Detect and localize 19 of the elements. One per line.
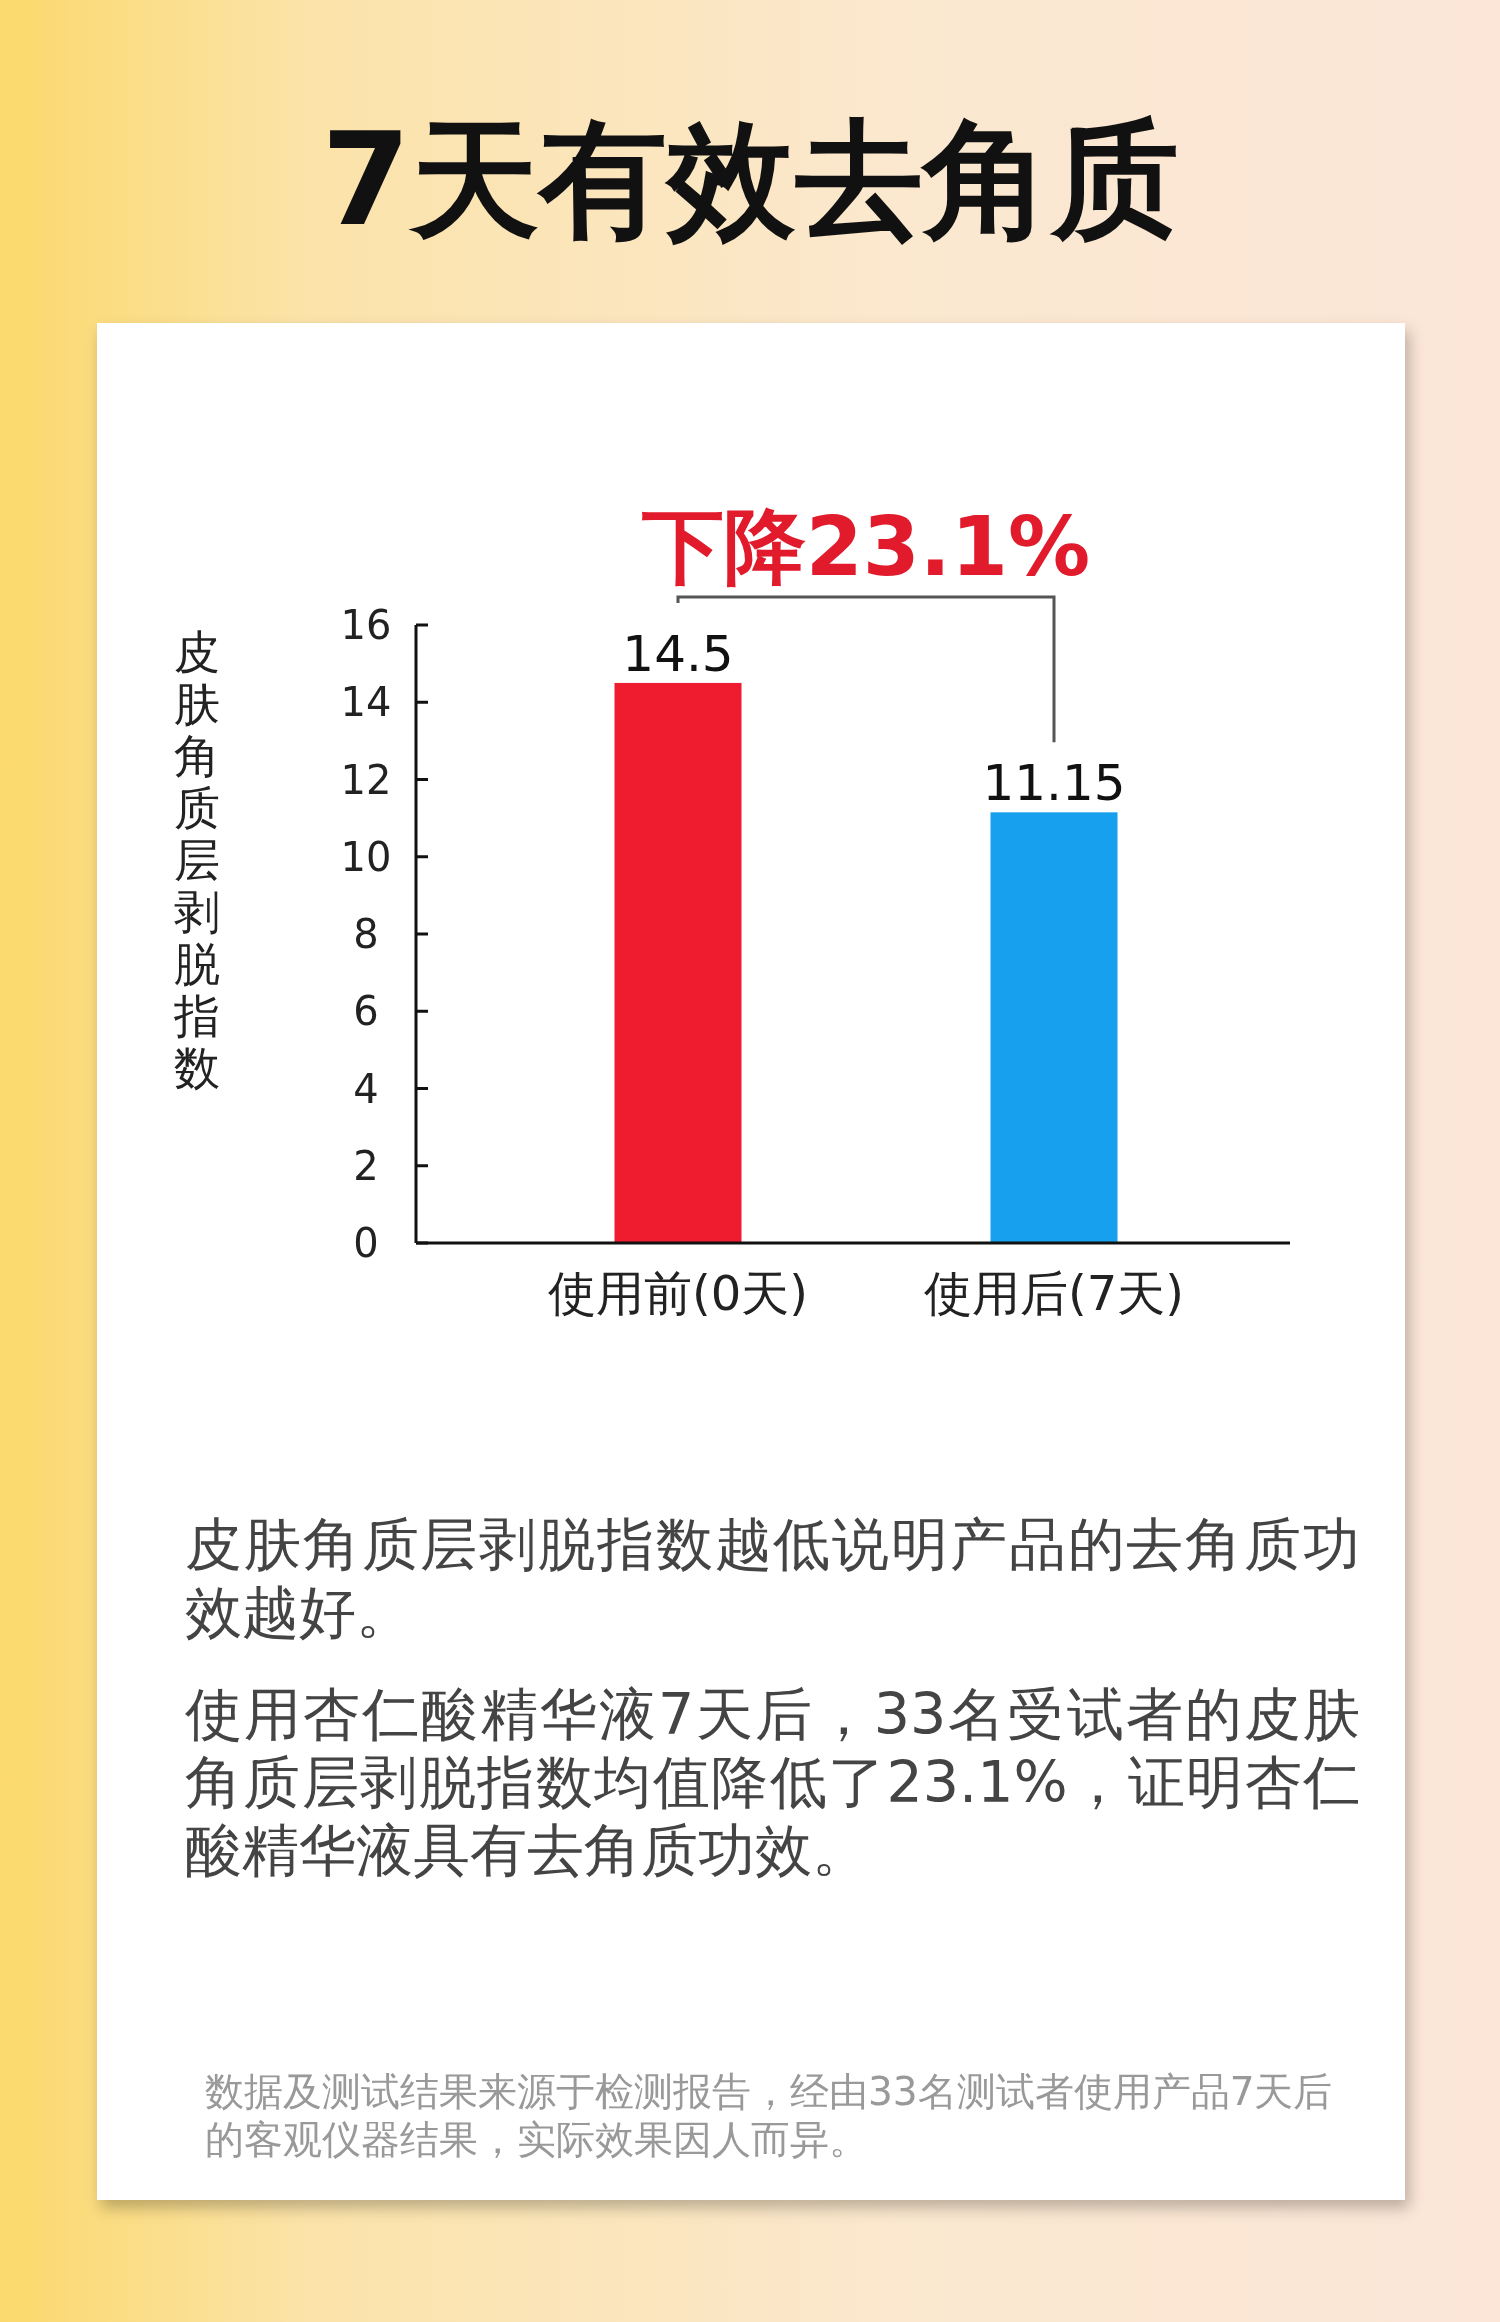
- y-tick-label: 4: [353, 1065, 379, 1112]
- y-tick-label: 10: [340, 833, 392, 880]
- chart-title: 7天有效去角质: [320, 104, 1180, 256]
- data-label: 11.15: [982, 754, 1126, 813]
- text: 皮肤角质层剥脱指数越低说明产品的去角质功效越好。: [185, 1510, 1360, 1646]
- text: 下降23.1%: [640, 499, 1091, 594]
- y-tick-label: 6: [353, 988, 379, 1035]
- y-tick-label: 12: [340, 756, 392, 803]
- y-tick-label: 0: [353, 1220, 379, 1266]
- y-tick-label: 16: [340, 602, 392, 648]
- text: 使用杏仁酸精华液7天后，33名受试者的皮肤角质层剥脱指数均值降低了23.1%，证明杏仁酸精华液具有去角质功效。: [185, 1680, 1360, 1884]
- text: 数据及测试结果来源于检测报告，经由33名测试者使用产品7天后的客观仪器结果，实际效果因人而异。: [205, 2068, 1334, 2164]
- y-tick-label: 2: [353, 1142, 379, 1189]
- x-tick-label: 使用前(0天): [548, 1265, 808, 1321]
- y-tick-label: 14: [340, 679, 392, 726]
- text: 皮肤角质层剥脱指数: [174, 625, 220, 1095]
- x-tick-label: 使用后(7天): [924, 1265, 1184, 1321]
- data-label: 14.5: [622, 624, 734, 683]
- y-tick-label: 8: [353, 911, 379, 957]
